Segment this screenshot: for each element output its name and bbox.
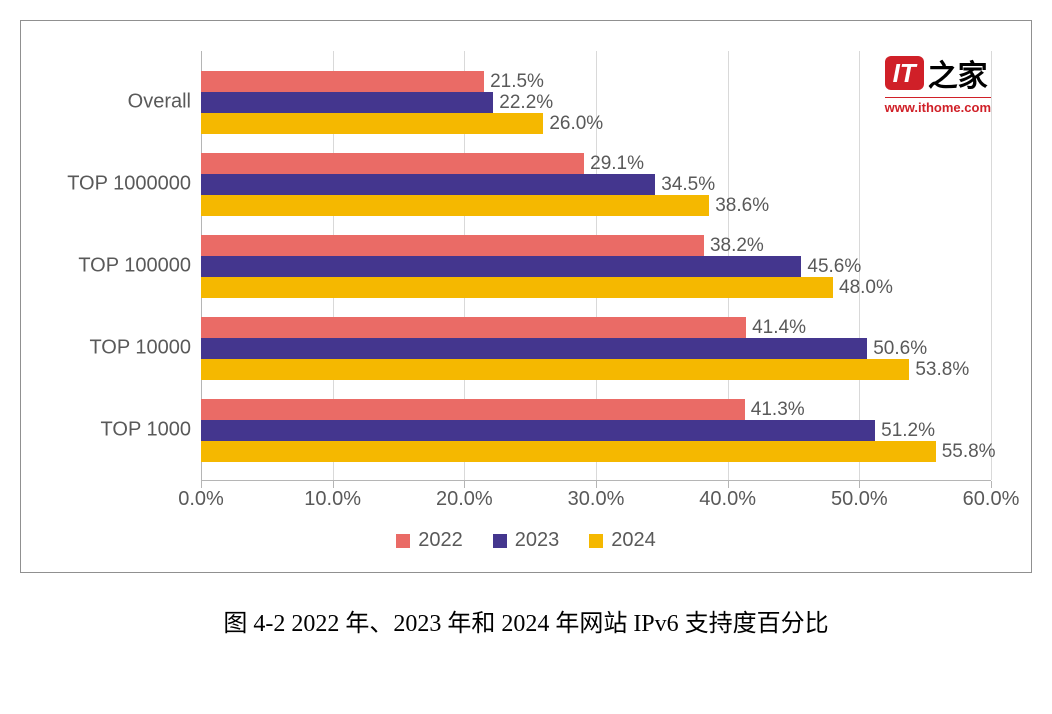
- x-tick-label: 10.0%: [304, 488, 361, 511]
- bar-value-label: 55.8%: [942, 441, 996, 462]
- x-tick-mark: [728, 481, 729, 488]
- bar-value-label: 51.2%: [881, 420, 935, 441]
- figure-caption: 图 4-2 2022 年、2023 年和 2024 年网站 IPv6 支持度百分…: [0, 603, 1052, 638]
- bar-value-label: 41.3%: [751, 399, 805, 420]
- bar-value-label: 38.6%: [715, 195, 769, 216]
- bar: 53.8%: [201, 359, 909, 380]
- legend-item: 2023: [493, 529, 560, 552]
- x-tick-mark: [991, 481, 992, 488]
- legend-label: 2022: [418, 529, 463, 552]
- plot: Overall21.5%22.2%26.0% TOP 100000029.1%34…: [201, 51, 991, 511]
- x-tick-mark: [333, 481, 334, 488]
- bar-value-label: 53.8%: [915, 359, 969, 380]
- bar-value-label: 41.4%: [752, 317, 806, 338]
- x-tick-label: 60.0%: [963, 488, 1020, 511]
- bar: 38.6%: [201, 195, 709, 216]
- bar: 50.6%: [201, 338, 867, 359]
- category-group: TOP 100000029.1%34.5%38.6%: [201, 153, 991, 216]
- bar-value-label: 29.1%: [590, 153, 644, 174]
- bar: 41.3%: [201, 399, 745, 420]
- legend-item: 2024: [589, 529, 656, 552]
- x-tick-mark: [596, 481, 597, 488]
- bar-value-label: 21.5%: [490, 71, 544, 92]
- category-label: TOP 1000: [51, 419, 191, 442]
- legend-swatch: [493, 534, 507, 548]
- bar: 38.2%: [201, 235, 704, 256]
- bar: 55.8%: [201, 441, 936, 462]
- x-tick-label: 0.0%: [178, 488, 224, 511]
- bar-value-label: 22.2%: [499, 92, 553, 113]
- bar: 41.4%: [201, 317, 746, 338]
- bar: 21.5%: [201, 71, 484, 92]
- chart-frame: IT 之家 www.ithome.com Overall21.5%22.2%26…: [20, 20, 1032, 573]
- bar-value-label: 50.6%: [873, 338, 927, 359]
- category-group: TOP 10000038.2%45.6%48.0%: [201, 235, 991, 298]
- bar: 29.1%: [201, 153, 584, 174]
- category-label: TOP 100000: [51, 255, 191, 278]
- x-tick-label: 50.0%: [831, 488, 888, 511]
- x-tick-label: 30.0%: [568, 488, 625, 511]
- bar: 26.0%: [201, 113, 543, 134]
- category-group: Overall21.5%22.2%26.0%: [201, 71, 991, 134]
- legend: 2022 2023 2024: [61, 529, 991, 552]
- bar-value-label: 45.6%: [807, 256, 861, 277]
- legend-swatch: [589, 534, 603, 548]
- category-label: Overall: [51, 91, 191, 114]
- x-tick-mark: [201, 481, 202, 488]
- bar: 45.6%: [201, 256, 801, 277]
- bar: 22.2%: [201, 92, 493, 113]
- x-tick-mark: [464, 481, 465, 488]
- category-label: TOP 10000: [51, 337, 191, 360]
- bar: 48.0%: [201, 277, 833, 298]
- plot-area: Overall21.5%22.2%26.0% TOP 100000029.1%34…: [201, 51, 991, 481]
- gridline: [991, 51, 992, 480]
- bar: 34.5%: [201, 174, 655, 195]
- x-tick-label: 20.0%: [436, 488, 493, 511]
- bar-value-label: 26.0%: [549, 113, 603, 134]
- legend-item: 2022: [396, 529, 463, 552]
- legend-swatch: [396, 534, 410, 548]
- bar-value-label: 48.0%: [839, 277, 893, 298]
- bar: 51.2%: [201, 420, 875, 441]
- category-group: TOP 100041.3%51.2%55.8%: [201, 399, 991, 462]
- legend-label: 2023: [515, 529, 560, 552]
- bar-value-label: 34.5%: [661, 174, 715, 195]
- category-label: TOP 1000000: [51, 173, 191, 196]
- x-axis-ticks: 0.0%10.0%20.0%30.0%40.0%50.0%60.0%: [201, 481, 991, 511]
- bar-value-label: 38.2%: [710, 235, 764, 256]
- category-group: TOP 1000041.4%50.6%53.8%: [201, 317, 991, 380]
- legend-label: 2024: [611, 529, 656, 552]
- x-tick-label: 40.0%: [699, 488, 756, 511]
- x-tick-mark: [859, 481, 860, 488]
